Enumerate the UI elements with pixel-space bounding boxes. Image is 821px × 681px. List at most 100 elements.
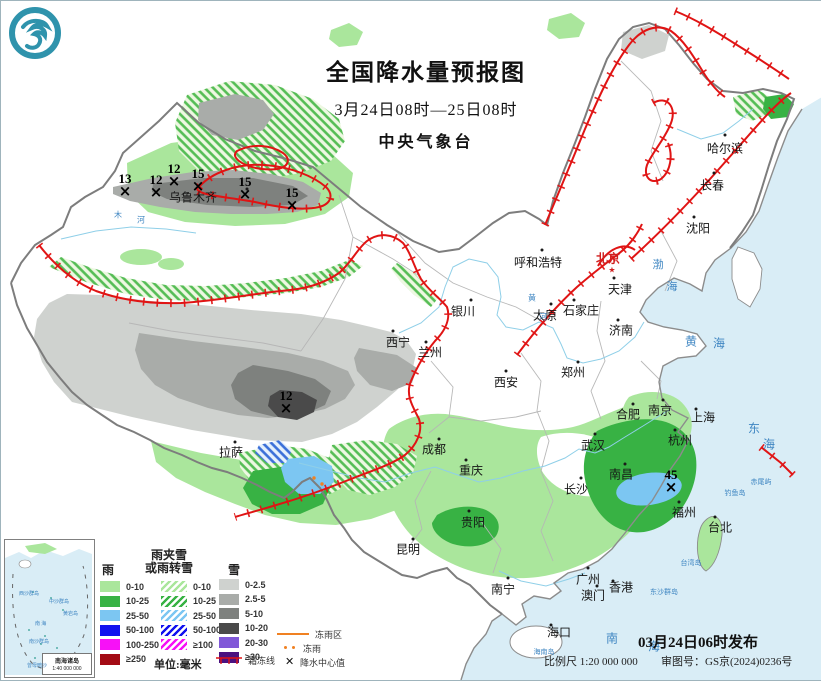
inset-island-label: 中沙群岛 [49, 600, 70, 605]
freezing-zone-label: 冻雨区 [315, 630, 343, 640]
legend-item: 25-50 [100, 610, 159, 621]
map-scale: 比例尺 1:20 000 000 [544, 656, 638, 668]
legend-swatch [161, 639, 187, 650]
legend-item: 50-100 [100, 624, 159, 636]
legend-unit: 单位:毫米 [154, 659, 202, 671]
legend-range-label: 0-10 [193, 581, 212, 592]
publish-time: 03月24日06时发布 [638, 635, 759, 651]
legend-range-label: 0-2.5 [245, 579, 266, 590]
page-title: 全国降水量预报图 [326, 60, 526, 85]
legend-item: ≥100 [161, 639, 221, 650]
hainan-island [509, 625, 563, 659]
legend-range-label: 0-10 [126, 581, 145, 592]
freezing-rain-dots [312, 476, 324, 486]
legend-swatch [100, 610, 120, 621]
inset-scale: 1:40 000 000 [52, 666, 82, 672]
frost-lines [35, 7, 796, 521]
legend-rain-items: 0-10 10-25 25-50 50-100 100-250 ≥250 [100, 581, 159, 668]
legend-swatch [219, 637, 239, 648]
legend-item: 10-20 [219, 622, 269, 634]
legend-swatch [219, 608, 239, 619]
legend-swatch [219, 622, 239, 634]
legend-swatch [161, 610, 187, 621]
legend-swatch [100, 653, 120, 665]
sea-area [461, 97, 821, 680]
approval-number: 审图号：GS京(2024)0236号 [661, 656, 793, 668]
legend-item: 2.5-5 [219, 593, 268, 605]
legend-item: 10-25 [100, 595, 159, 607]
legend-range-label: 50-100 [193, 625, 222, 635]
inset-island-label: 曾母暗沙 [27, 664, 48, 669]
inset-title-box: 南海诸岛 1:40 000 000 [42, 653, 92, 675]
legend-item: 5-10 [219, 608, 268, 619]
freezing-zone-line-icon [277, 633, 309, 635]
inset-title: 南海诸岛 [54, 659, 79, 665]
national-border [10, 21, 796, 615]
legend-range-label: 20-30 [245, 637, 269, 648]
inset-island-label: 黄岩岛 [63, 612, 79, 617]
legend-swatch [219, 579, 239, 590]
south-china-sea-inset: 南海诸岛 1:40 000 000 西沙群岛中沙群岛黄岩岛南 海南沙群岛曾母暗沙 [4, 539, 95, 678]
snow-areas-xinjiang [113, 25, 669, 214]
legend-range-label: 50-100 [126, 625, 155, 635]
taiwan-island [696, 515, 723, 572]
legend-swatch [100, 581, 120, 592]
freezing-rain-dot-icon [284, 646, 287, 649]
legend-item: 10-25 [161, 595, 221, 607]
precip-center-label: 降水中心值 [300, 658, 346, 668]
snow-areas-tibet [34, 294, 417, 442]
legend-range-label: 25-50 [126, 610, 150, 621]
province-borders [128, 60, 678, 574]
inset-island-label: 南沙群岛 [29, 640, 50, 645]
freezing-rain-label: 冻雨 [303, 644, 322, 654]
cma-dragon-logo-icon [9, 7, 61, 59]
legend-range-label: ≥250 [126, 654, 146, 664]
legend-range-label: 5-10 [245, 608, 264, 619]
legend-swatch [219, 651, 239, 663]
legend-snow-items: 0-2.5 2.5-5 5-10 10-20 20-30 ≥30 [219, 579, 268, 666]
legend-range-label: ≥30 [245, 652, 260, 662]
legend-item: 0-2.5 [219, 579, 268, 590]
forecast-period: 3月24日08时—25日08时 [334, 102, 518, 119]
inset-island-label: 西沙群岛 [19, 592, 40, 597]
agency-name: 中央气象台 [378, 134, 474, 151]
sleet-area-blue-hatched [255, 440, 292, 463]
coastline [460, 108, 803, 680]
legend-range-label: 10-20 [245, 623, 269, 633]
legend-item: 50-100 [161, 624, 222, 636]
legend-item: ≥30 [219, 651, 268, 663]
legend-item: 100-250 [100, 639, 159, 650]
legend-range-label: 10-25 [126, 596, 150, 606]
legend-range-label: 10-25 [193, 596, 217, 606]
legend-range-label: ≥100 [193, 639, 213, 650]
legend-range-label: 25-50 [193, 610, 217, 621]
legend-swatch [100, 595, 120, 607]
legend-item: ≥250 [100, 653, 159, 665]
legend-swatch [161, 595, 187, 607]
legend-item: 0-10 [161, 581, 221, 592]
title-block: 全国降水量预报图 3月24日08时—25日08时 中央气象台 [266, 53, 586, 152]
korea-peninsula [731, 246, 763, 308]
legend-range-label: 2.5-5 [245, 594, 266, 604]
legend-item: 25-50 [161, 610, 221, 621]
legend-snow-title: 雪 [228, 563, 241, 577]
legend-swatch [219, 593, 239, 605]
legend-rain-title: 雨 [102, 563, 115, 577]
legend-item: 0-10 [100, 581, 159, 592]
legend-sleet-title-line2: 或雨转雪 [145, 561, 194, 575]
legend-sleet-title-line1: 雨夹雪 [151, 548, 188, 562]
legend-swatch [100, 639, 120, 650]
legend-sleet-items: 0-10 10-25 25-50 50-100 ≥100 [161, 581, 221, 654]
precip-center-x-icon: ✕ [285, 655, 295, 668]
frost-line-icon [216, 657, 242, 664]
legend-swatch [161, 624, 187, 636]
rivers [60, 108, 754, 587]
legend-swatch [100, 624, 120, 636]
inset-island-label: 南 海 [35, 622, 47, 627]
legend-item: 20-30 [219, 637, 268, 648]
frost-line-label: 霜冻线 [248, 656, 276, 666]
legend-swatch [161, 581, 187, 592]
freezing-rain-dot-icon [292, 646, 295, 649]
